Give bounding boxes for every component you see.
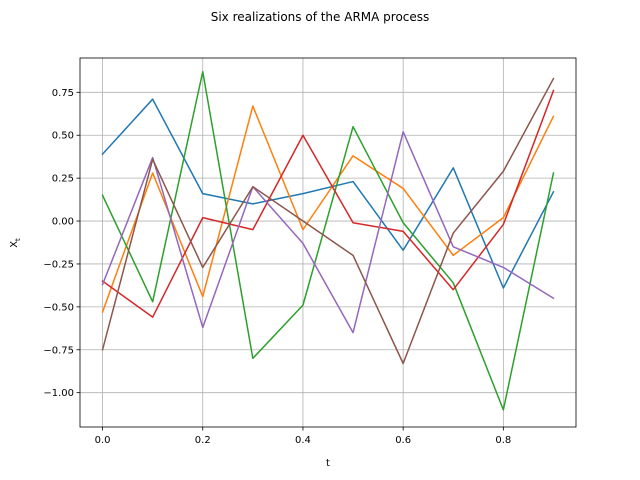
y-tick-label: 0.25 [52,174,74,185]
x-tick-label: 0.6 [395,435,411,446]
series-line-5 [101,131,555,334]
series-lines [101,70,555,411]
axis-ticks: 0.0 0.2 0.4 0.6 0.8 −1.00 −0.75 −0.50 −0.25 0.00 0… [43,88,511,446]
y-tick-label: 0.00 [52,217,74,228]
x-tick-label: 0.8 [495,435,511,446]
chart-title: Six realizations of the ARMA process [211,10,430,24]
y-tick-label: −0.50 [43,302,74,313]
y-tick-label: −0.75 [43,345,74,356]
series-line-2 [101,105,555,313]
series-line-1 [101,98,555,289]
x-tick-label: 0.2 [195,435,211,446]
x-tick-label: 0.0 [95,435,111,446]
y-tick-label: −1.00 [43,388,74,399]
y-axis-label: Xt [9,238,22,248]
y-tick-label: −0.25 [43,259,74,270]
y-axis-label-base: X [9,241,20,248]
y-axis-label-subscript: t [14,238,22,241]
series-line-4 [101,89,555,318]
x-axis-label: t [326,458,330,469]
grid [80,58,576,427]
series-line-3 [101,70,555,411]
x-tick-label: 0.4 [295,435,311,446]
series-line-6 [101,77,555,365]
y-tick-label: 0.75 [52,88,74,99]
plot-area-frame [79,57,577,428]
y-tick-label: 0.50 [52,131,74,142]
